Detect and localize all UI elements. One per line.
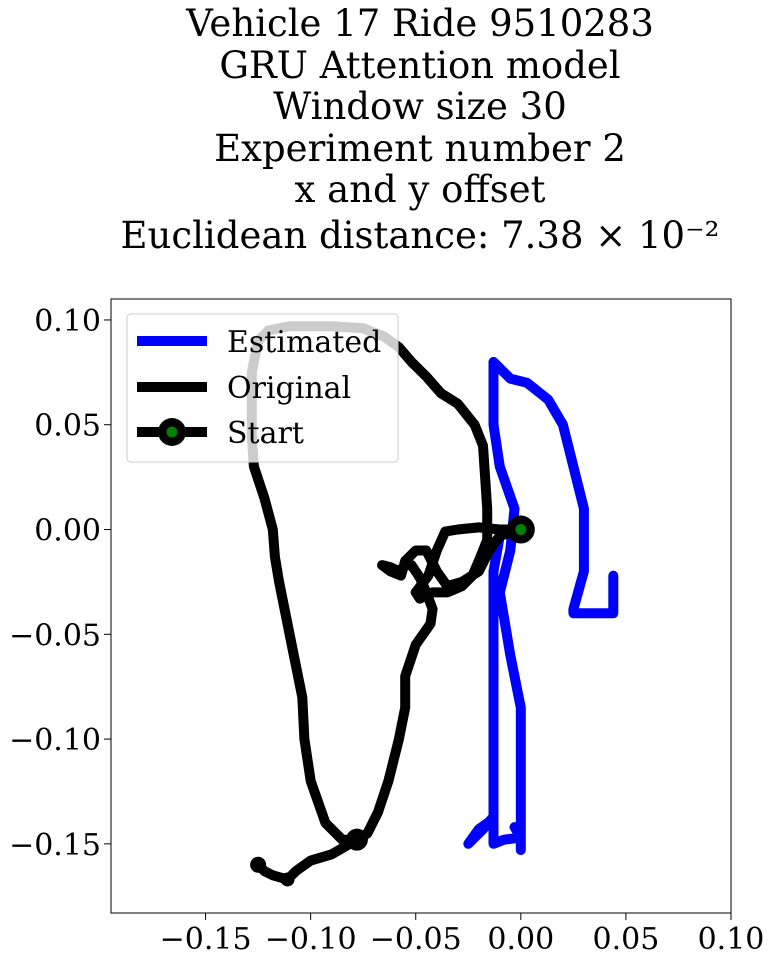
legend-label-2: Original [227,371,351,406]
x-tick-label: −0.05 [370,922,462,957]
x-tick-label: 0.10 [698,922,765,957]
title-line-5: x and y offset [295,168,546,211]
legend-start-marker-inner [166,426,178,438]
x-tick-label: −0.15 [160,922,252,957]
x-axis: −0.15 −0.10 −0.05 0.00 0.05 0.10 [160,913,765,957]
series-estimated-line [463,356,619,856]
x-tick-label: −0.10 [265,922,357,957]
y-axis: −0.15 −0.10 −0.05 0.00 0.05 0.10 [9,304,111,863]
legend-box [126,313,399,463]
original-blob-marker [345,828,368,851]
original-end-marker-2 [280,872,295,887]
y-tick-label: −0.15 [9,828,101,863]
legend-label-1: Estimated [227,325,381,360]
series-original-line [246,321,526,845]
start-marker-inner [515,524,527,536]
series-layer [246,321,619,887]
y-tick-label: 0.00 [34,514,101,549]
y-tick-label: 0.10 [34,304,101,339]
title-line-3: Window size 30 [273,85,567,128]
title-line-6: Euclidean distance: 7.38 × 10⁻² [121,214,720,257]
legend: Estimated Original Start [126,313,399,463]
title-line-2: GRU Attention model [219,44,620,87]
x-tick-label: 0.05 [593,922,660,957]
original-end-marker [250,856,267,873]
title-line-4: Experiment number 2 [214,127,626,170]
y-tick-label: −0.05 [9,618,101,653]
y-tick-label: 0.05 [34,409,101,444]
title-line-1: Vehicle 17 Ride 9510283 [185,2,654,45]
y-tick-label: −0.10 [9,723,101,758]
x-tick-label: 0.00 [487,922,554,957]
legend-label-3: Start [227,416,304,451]
